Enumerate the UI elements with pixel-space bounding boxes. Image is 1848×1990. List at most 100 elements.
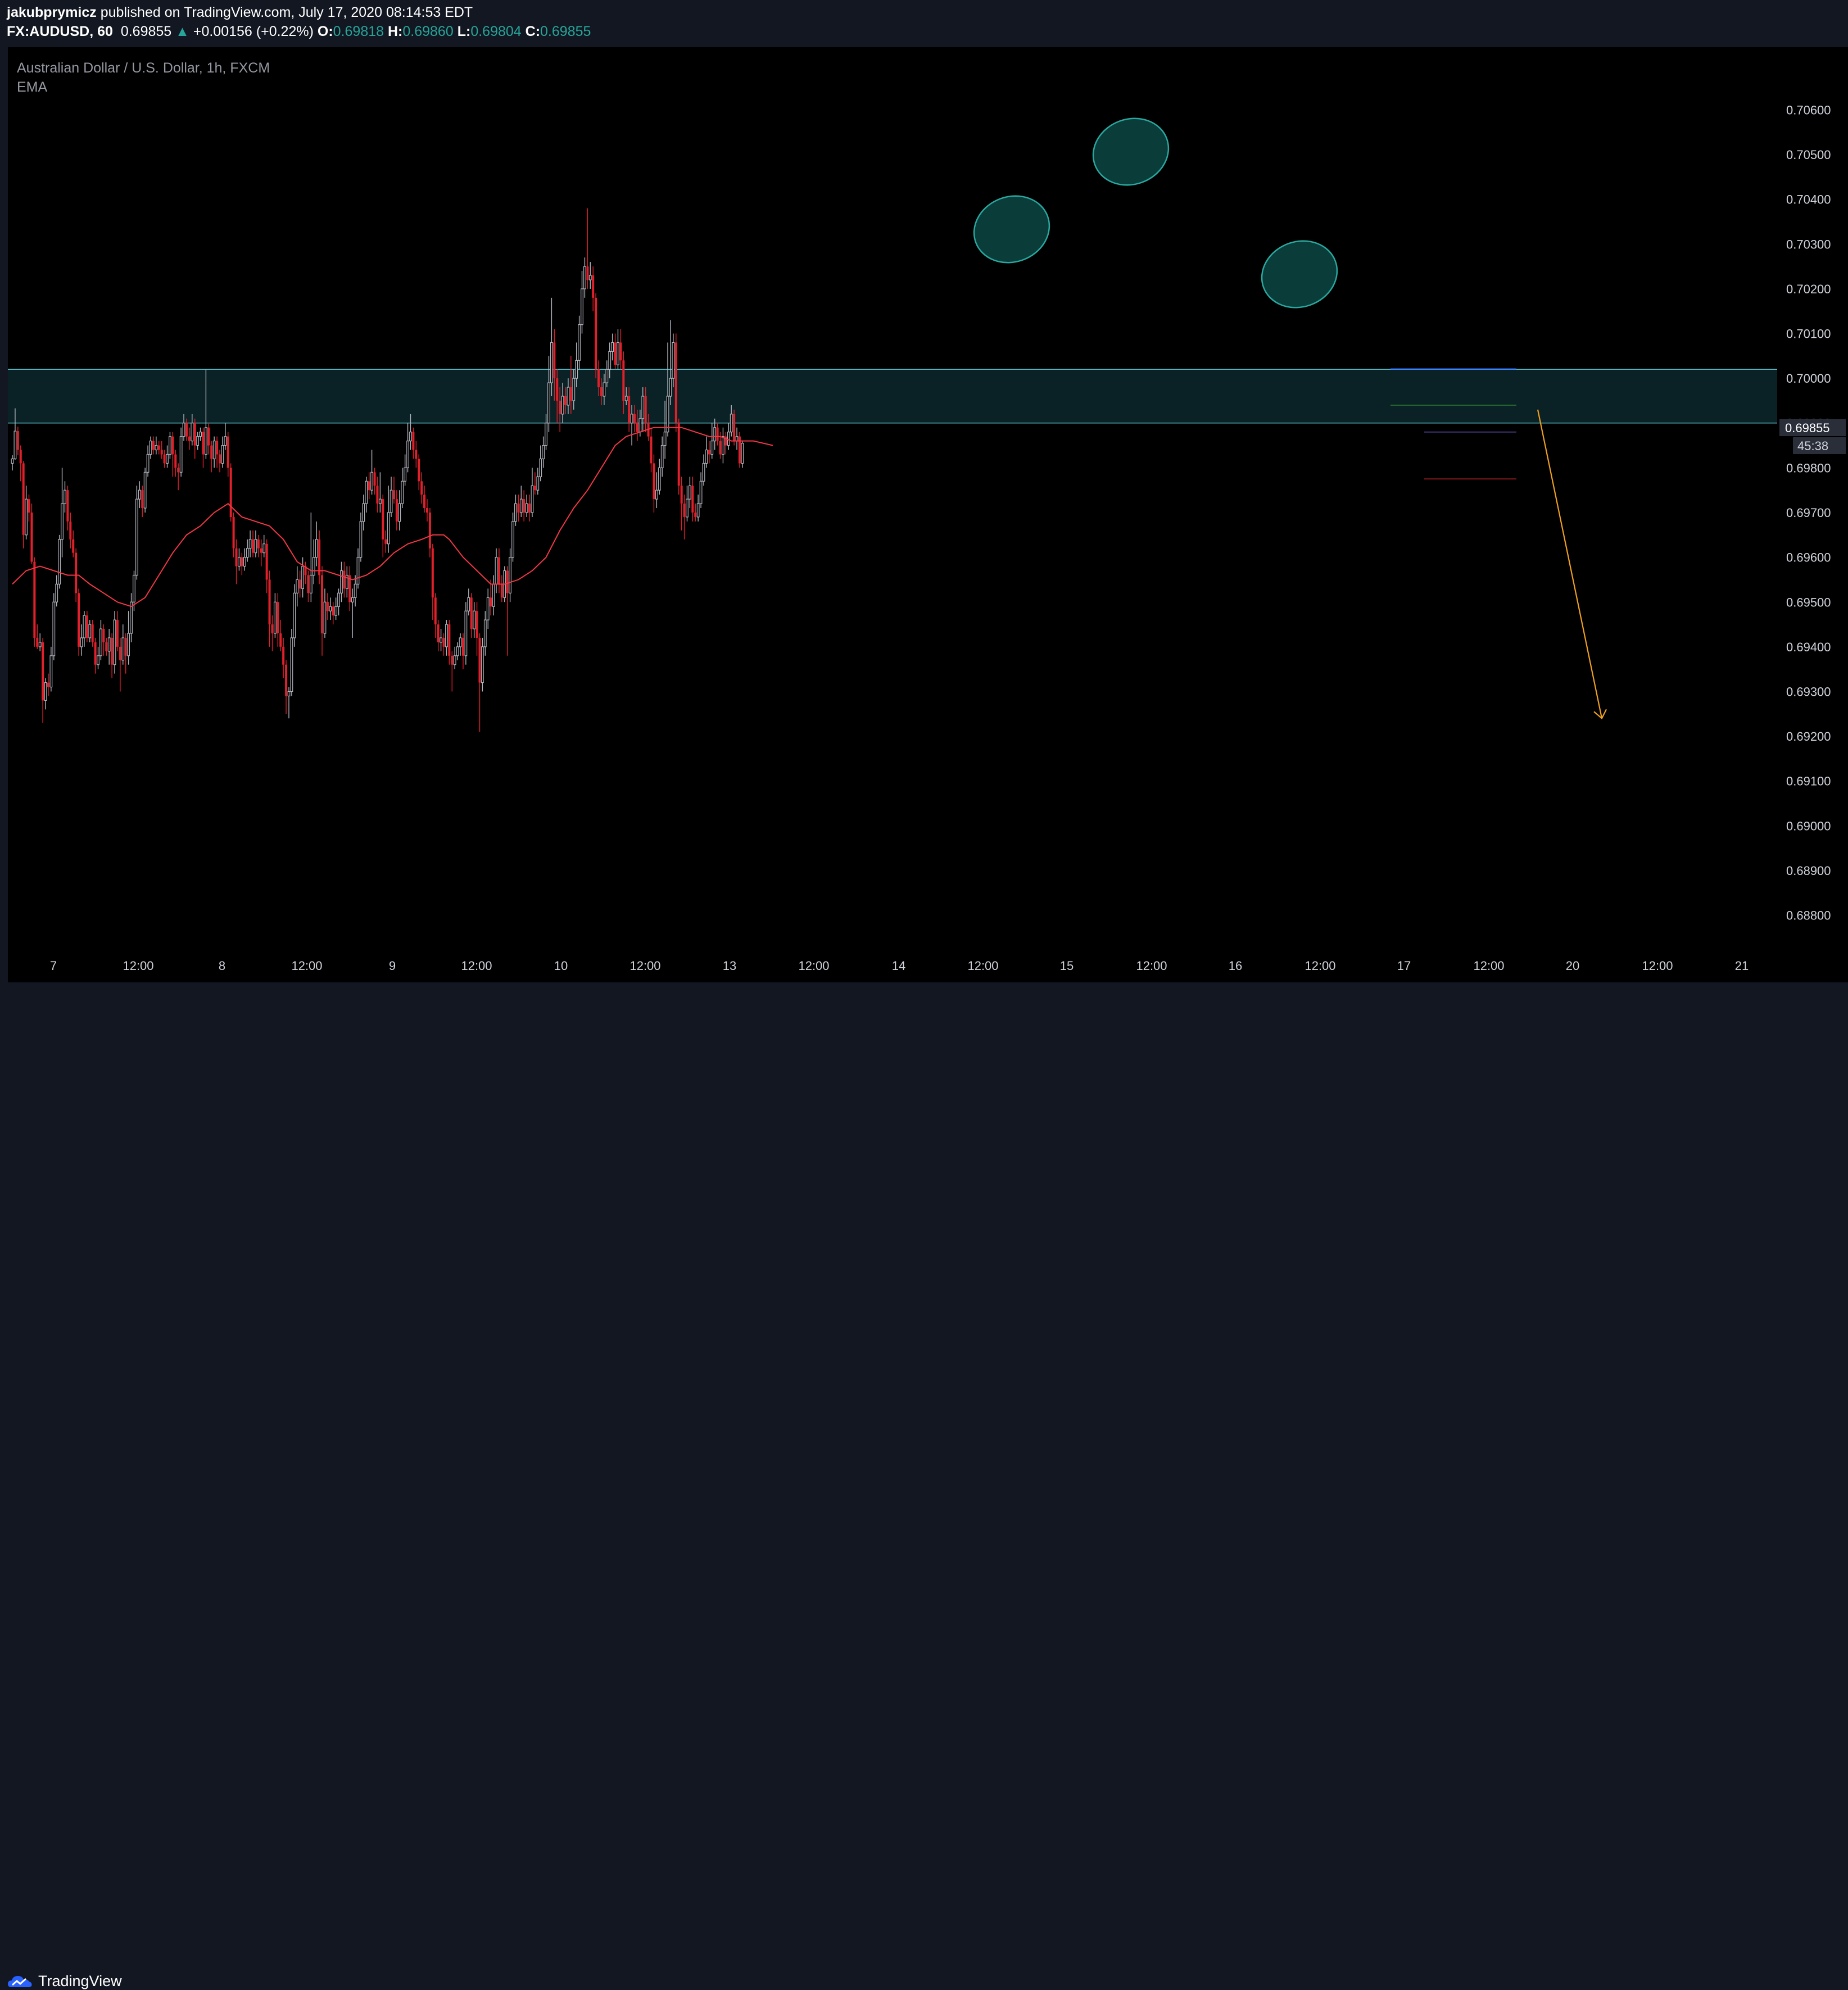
x-tick-label: 21: [1735, 959, 1749, 973]
candle-body-up: [179, 436, 183, 473]
candle-body-up: [473, 610, 476, 629]
candle-body-down: [219, 454, 221, 464]
candle-body-up: [611, 342, 614, 352]
candle-body-down: [47, 682, 49, 687]
x-tick-label: 12:00: [123, 959, 153, 973]
candle-body-down: [163, 454, 166, 464]
candle-body-up: [166, 454, 169, 464]
candle-body-up: [378, 498, 382, 504]
y-tick-label: 0.69600: [1786, 551, 1831, 565]
candle-body-up: [44, 682, 47, 701]
x-tick-label: 8: [219, 959, 225, 973]
candle-body-up: [389, 489, 393, 513]
candle-body-down: [644, 396, 647, 423]
forecast-arrow: [1537, 409, 1603, 719]
candle-body-up: [199, 432, 202, 437]
x-tick-label: 17: [1397, 959, 1411, 973]
cloud-logo-icon: [8, 1975, 32, 1987]
candle-body-up: [702, 463, 705, 482]
candle-body-down: [622, 360, 625, 401]
candle-body-down: [683, 504, 686, 517]
candle-body-up: [409, 432, 412, 442]
candle-body-down: [597, 369, 600, 388]
candle-body-up: [727, 432, 730, 446]
chart-pane[interactable]: 7 12:00 8 12:00 9 12:00 10 12:00 13 12:00 14 12:00 1…: [8, 47, 1777, 982]
close-label: C:: [525, 24, 541, 39]
candle-body-down: [506, 570, 509, 593]
legend-indicator[interactable]: EMA: [17, 79, 48, 95]
candle-body-down: [564, 396, 567, 405]
x-tick-label: 12:00: [967, 959, 998, 973]
candle-body-up: [293, 592, 296, 638]
candle-body-down: [28, 499, 30, 513]
y-tick-label: 0.68800: [1786, 909, 1831, 923]
candle-body-up: [212, 441, 216, 460]
candle-body-down: [174, 454, 177, 468]
candle-body-down: [210, 445, 213, 459]
candle-body-down: [680, 486, 683, 504]
candle-body-up: [464, 610, 468, 656]
candle-body-up: [459, 637, 462, 647]
candle-body-up: [696, 503, 700, 518]
candle-body-up: [603, 382, 606, 397]
candle-body-up: [80, 637, 83, 647]
candle-body-down: [738, 436, 741, 464]
candle-body-up: [722, 436, 724, 455]
x-tick-label: 12:00: [1642, 959, 1673, 973]
candle-body-up: [248, 539, 252, 549]
candle-body-up: [483, 619, 487, 647]
candle-body-up: [440, 637, 442, 643]
candle-body-down: [94, 642, 97, 665]
candle-body-down: [33, 561, 36, 638]
candle-body-down: [528, 504, 531, 513]
chart-header: jakubprymicz published on TradingView.co…: [0, 0, 1848, 47]
candle-body-up: [138, 489, 141, 500]
candle-body-up: [406, 441, 409, 469]
pattern-circle-3: [1261, 240, 1338, 309]
tradingview-logo[interactable]: TradingView: [7, 1973, 122, 1990]
candle-body-down: [442, 637, 445, 647]
candle-body-down: [265, 543, 268, 580]
candle-body-up: [312, 557, 315, 576]
candle-body-up: [290, 637, 293, 692]
candle-body-up: [509, 557, 511, 593]
resistance-zone: [8, 369, 1777, 423]
candle-body-up: [334, 606, 338, 616]
price-change: +0.00156 (+0.22%): [193, 24, 314, 39]
candle-body-down: [448, 624, 451, 656]
candle-body-down: [277, 602, 279, 633]
candle-body-up: [545, 423, 547, 446]
candle-body-down: [19, 450, 22, 464]
candle-body-up: [315, 539, 318, 558]
current-price-tag: [1779, 419, 1846, 436]
candle-body-down: [395, 499, 398, 522]
author-name[interactable]: jakubprymicz: [7, 4, 97, 20]
candle-body-up: [356, 557, 360, 585]
candle-body-up: [401, 480, 404, 504]
candle-body-up: [99, 628, 102, 656]
candle-body-down: [268, 579, 271, 625]
candle-body-down: [614, 342, 617, 365]
candle-body-down: [415, 450, 418, 459]
candle-body-down: [434, 597, 437, 625]
y-tick-label: 0.69800: [1786, 461, 1831, 475]
candle-body-up: [301, 565, 304, 589]
price-plot[interactable]: 7 12:00 8 12:00 9 12:00 10 12:00 13 12:00 14 12:00 1…: [8, 47, 1777, 982]
candle-body-up: [11, 458, 14, 464]
candle-body-up: [713, 427, 717, 442]
candle-body-up: [340, 570, 343, 593]
candle-body-up: [97, 655, 99, 665]
candle-body-up: [624, 396, 628, 401]
candle-body-down: [418, 459, 420, 482]
candle-body-down: [348, 575, 351, 602]
candle-body-up: [688, 485, 691, 500]
candle-body-down: [497, 557, 500, 584]
last-price: 0.69855: [120, 24, 172, 39]
candle-body-up: [182, 423, 185, 437]
candle-body-down: [517, 504, 520, 513]
candle-body-down: [553, 342, 556, 379]
y-tick-label: 0.69300: [1786, 685, 1831, 699]
candle-body-down: [633, 414, 636, 423]
candle-body-up: [666, 396, 669, 433]
price-axis[interactable]: 0.70600 0.70500 0.70400 0.70300 0.70200 0.701…: [1777, 47, 1848, 982]
